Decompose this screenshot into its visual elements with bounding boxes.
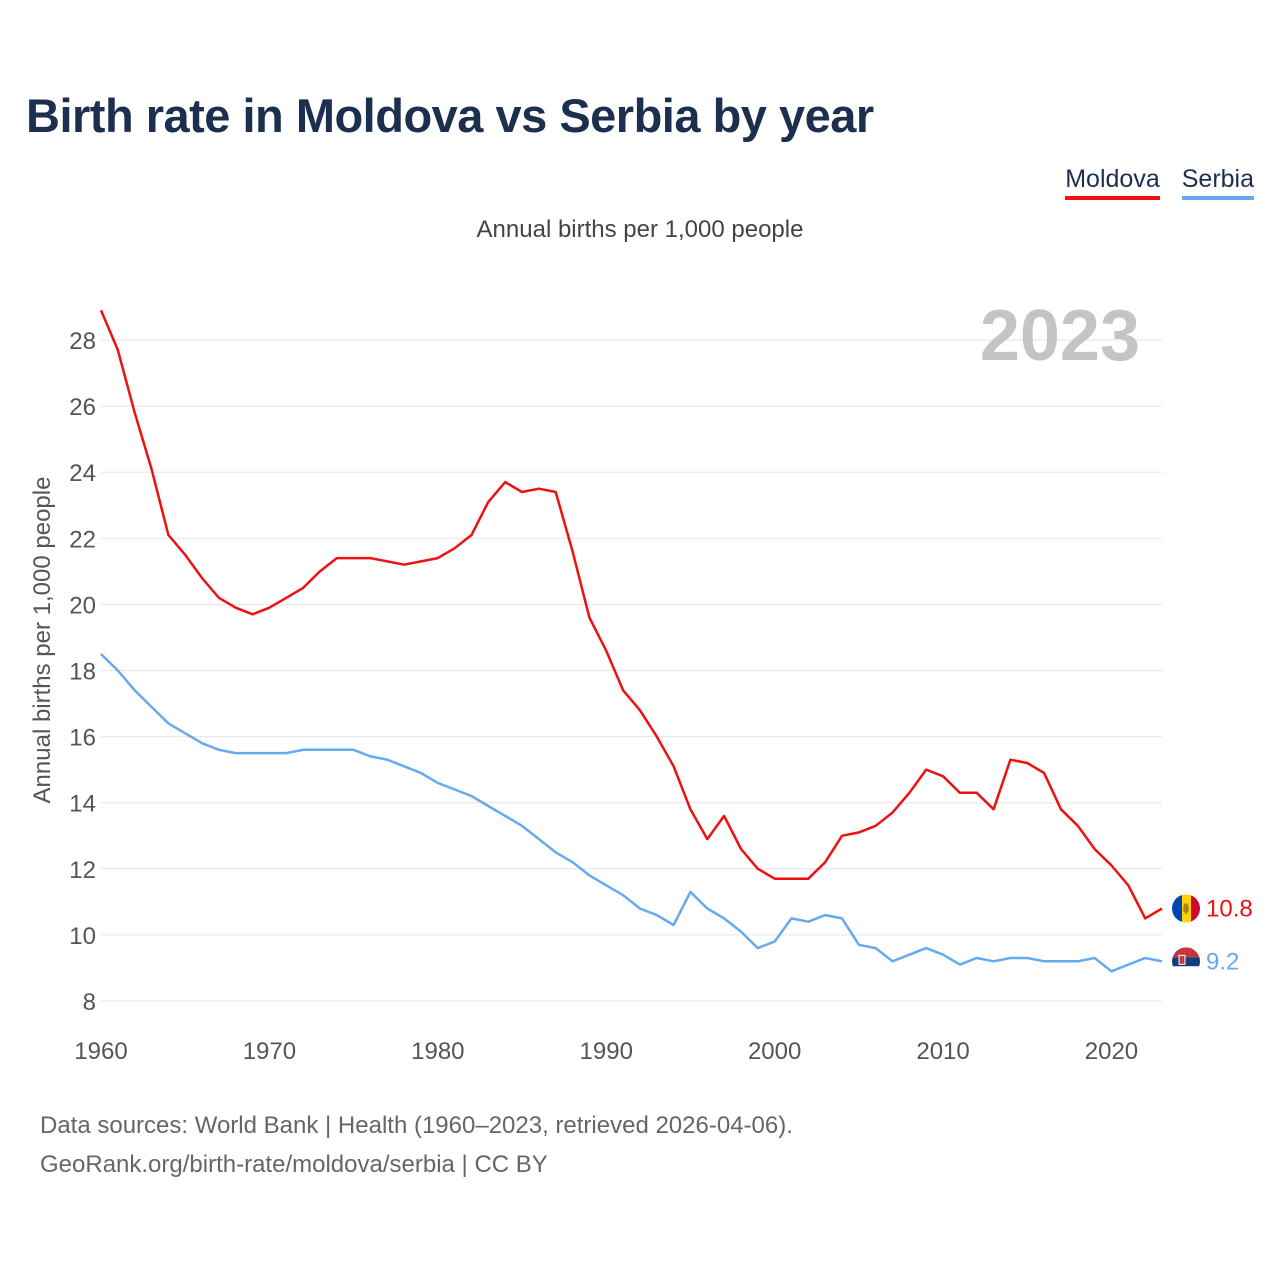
- y-tick-label: 18: [69, 659, 96, 686]
- footer-source: Data sources: World Bank | Health (1960–…: [40, 1112, 793, 1139]
- serbia-flag-icon: [1172, 947, 1200, 976]
- y-tick-label: 12: [69, 857, 96, 884]
- y-axis-ticks: 8 10 12 14 16 18 20 22 24 26 28: [69, 328, 96, 1016]
- series-line-moldova[interactable]: [99, 309, 1163, 920]
- footer-attribution: GeoRank.org/birth-rate/moldova/serbia | …: [40, 1151, 548, 1178]
- chart-title: Birth rate in Moldova vs Serbia by year: [26, 89, 874, 142]
- y-tick-label: 10: [69, 923, 96, 950]
- y-tick-label: 16: [69, 725, 96, 752]
- x-tick-label: 2010: [916, 1038, 969, 1065]
- x-tick-label: 1980: [411, 1038, 464, 1065]
- y-tick-label: 14: [69, 791, 96, 818]
- series-line-serbia[interactable]: [100, 653, 1163, 973]
- y-tick-label: 26: [69, 394, 96, 421]
- y-tick-label: 24: [69, 460, 96, 487]
- legend-item-moldova[interactable]: Moldova: [1065, 164, 1160, 200]
- moldova-end-value: 10.8: [1206, 895, 1253, 922]
- footer: Data sources: World Bank | Health (1960–…: [40, 1106, 793, 1184]
- y-axis-label: Annual births per 1,000 people: [29, 477, 56, 804]
- year-overlay: 2023: [980, 296, 1140, 376]
- y-tick-label: 20: [69, 592, 96, 619]
- chart-subtitle: Annual births per 1,000 people: [476, 216, 804, 243]
- x-tick-label: 1960: [74, 1038, 127, 1065]
- x-tick-label: 2000: [748, 1038, 801, 1065]
- y-tick-label: 8: [83, 989, 96, 1016]
- x-axis-ticks: 1960 1970 1980 1990 2000 2010 2020: [74, 1038, 1138, 1065]
- x-tick-label: 1990: [580, 1038, 633, 1065]
- moldova-flag-icon: [1172, 894, 1200, 923]
- series-lines: [99, 309, 1163, 973]
- y-tick-label: 28: [69, 328, 96, 355]
- x-tick-label: 2020: [1085, 1038, 1138, 1065]
- legend: Moldova Serbia: [1065, 164, 1254, 200]
- x-tick-label: 1970: [243, 1038, 296, 1065]
- serbia-end-value: 9.2: [1206, 948, 1239, 975]
- y-tick-label: 22: [69, 526, 96, 553]
- legend-item-serbia[interactable]: Serbia: [1181, 164, 1254, 200]
